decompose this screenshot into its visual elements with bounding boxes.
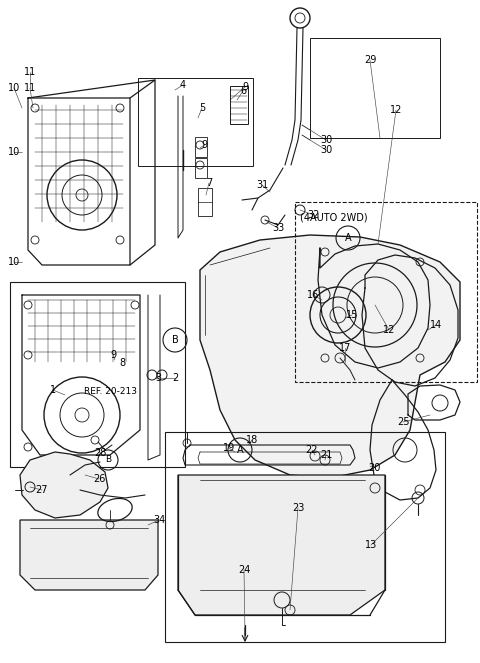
Text: 18: 18 — [246, 435, 258, 445]
Text: 22: 22 — [306, 445, 318, 455]
Polygon shape — [20, 452, 108, 518]
Text: 13: 13 — [365, 540, 377, 550]
Text: 19: 19 — [223, 443, 235, 453]
Text: 17: 17 — [339, 343, 351, 353]
Text: 4: 4 — [180, 80, 186, 90]
Text: 21: 21 — [320, 450, 332, 460]
Text: 5: 5 — [199, 103, 205, 113]
Text: 30: 30 — [320, 145, 332, 155]
Text: 28: 28 — [94, 448, 106, 458]
Bar — [195, 158, 207, 178]
Text: 10: 10 — [8, 257, 20, 267]
Text: A: A — [345, 233, 351, 243]
Text: 24: 24 — [238, 565, 250, 575]
Text: 15: 15 — [346, 310, 358, 320]
Bar — [295, 202, 477, 382]
Text: 11: 11 — [24, 83, 36, 93]
Text: 1: 1 — [50, 385, 56, 395]
Bar — [198, 188, 212, 216]
Text: (4AUTO 2WD): (4AUTO 2WD) — [300, 212, 368, 222]
Text: 9: 9 — [201, 140, 207, 150]
Text: 30: 30 — [320, 135, 332, 145]
Text: 26: 26 — [93, 474, 105, 484]
Text: REF. 20-213: REF. 20-213 — [84, 387, 136, 396]
Bar — [310, 38, 440, 138]
Text: 9: 9 — [110, 350, 116, 360]
Text: 27: 27 — [36, 485, 48, 495]
Text: 8: 8 — [119, 358, 125, 368]
Bar — [195, 137, 207, 157]
Text: A: A — [237, 445, 243, 455]
Bar — [165, 432, 445, 642]
Text: 12: 12 — [383, 325, 395, 335]
Text: B: B — [172, 335, 179, 345]
Text: 23: 23 — [292, 503, 304, 513]
Text: 11: 11 — [24, 67, 36, 77]
Text: 10: 10 — [8, 147, 20, 157]
Text: 16: 16 — [307, 290, 319, 300]
Text: 6: 6 — [240, 86, 246, 96]
Polygon shape — [20, 520, 158, 590]
Text: 34: 34 — [153, 515, 165, 525]
Text: 14: 14 — [430, 320, 442, 330]
Text: 29: 29 — [364, 55, 376, 65]
Text: 33: 33 — [272, 223, 284, 233]
Text: 20: 20 — [368, 463, 380, 473]
Bar — [10, 282, 185, 467]
Bar — [230, 86, 248, 124]
Text: B: B — [105, 455, 111, 465]
Polygon shape — [178, 475, 385, 615]
Text: 9: 9 — [242, 82, 248, 92]
Text: 31: 31 — [256, 180, 268, 190]
Text: 2: 2 — [172, 373, 178, 383]
Text: 32: 32 — [308, 210, 320, 220]
Text: 25: 25 — [397, 417, 409, 427]
Bar — [138, 78, 253, 166]
Text: 10: 10 — [8, 83, 20, 93]
Polygon shape — [200, 235, 460, 478]
Text: 7: 7 — [206, 178, 212, 188]
Text: 3: 3 — [155, 373, 161, 383]
Text: 12: 12 — [390, 105, 402, 115]
